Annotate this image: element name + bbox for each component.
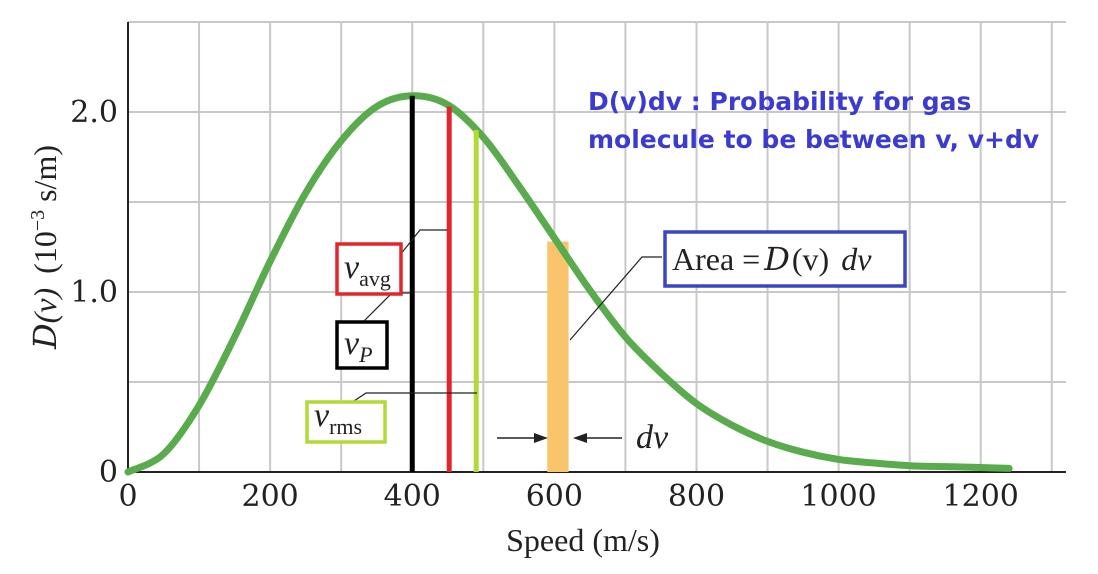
- x-tick-label: 1000: [800, 479, 876, 514]
- dv-arrows: [497, 433, 622, 443]
- v-avg-leader: [399, 229, 447, 256]
- v-rms-label: vrms: [314, 397, 362, 439]
- x-tick-label: 800: [668, 479, 725, 514]
- speed-markers: [409, 95, 479, 472]
- x-axis-label: Speed (m/s): [506, 522, 660, 558]
- dv-label: dv: [636, 419, 669, 456]
- y-tick-label: 2.0: [70, 95, 118, 130]
- v-p-leader: [359, 292, 410, 326]
- dv-arrowhead-left: [534, 433, 548, 443]
- area-box: [663, 230, 907, 288]
- distribution-curve: [124, 92, 1013, 476]
- x-tick-labels: 0 200 400 600 800 1000 1200: [118, 479, 1018, 514]
- annotation-line-1: D(v)dv : Probability for gas: [588, 87, 971, 116]
- x-tick-label: 600: [526, 479, 583, 514]
- x-tick-label: 400: [384, 479, 441, 514]
- y-tick-label: 1.0: [70, 275, 118, 310]
- area-leader: [569, 256, 662, 341]
- x-tick-label: 1200: [943, 479, 1019, 514]
- x-tick-label: 0: [118, 479, 137, 514]
- v-avg-box: [335, 242, 403, 296]
- annotation-line-2: molecule to be between v, v+dv: [588, 125, 1039, 154]
- dv-strip: [547, 241, 569, 472]
- y-tick-label: 0: [99, 455, 118, 490]
- y-tick-labels: 0 1.0 2.0: [70, 95, 118, 490]
- v-p-box: [335, 320, 389, 370]
- area-label: Area = D(v) dv: [672, 240, 872, 278]
- y-axis-label: D(v)(10−3 s/m): [26, 145, 64, 350]
- v-p-label: vP: [344, 325, 373, 367]
- v-avg-label: vavg: [344, 249, 391, 291]
- grid: [128, 21, 1066, 472]
- x-tick-label: 200: [241, 479, 298, 514]
- dv-arrowhead-right: [573, 433, 587, 443]
- v-rms-box: [305, 400, 387, 444]
